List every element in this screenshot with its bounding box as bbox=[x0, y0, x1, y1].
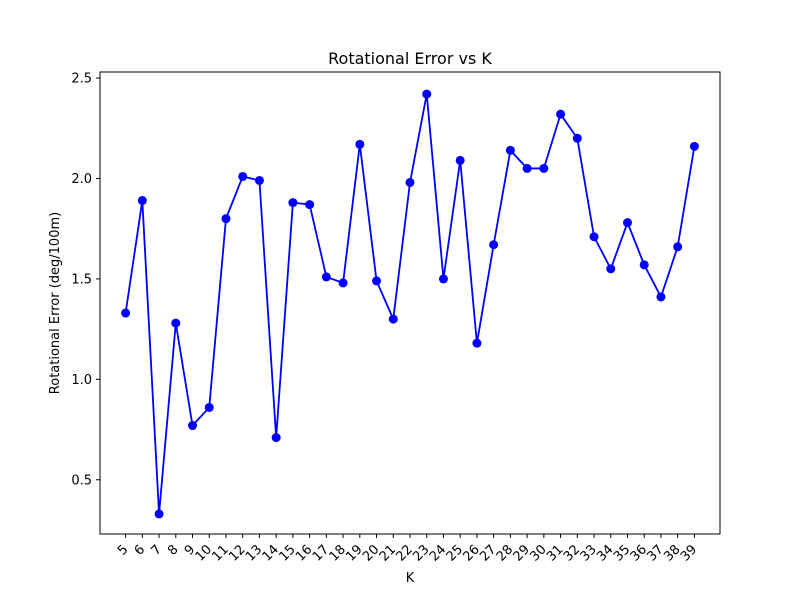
data-point bbox=[204, 402, 214, 412]
data-points bbox=[121, 89, 699, 519]
data-point bbox=[589, 232, 599, 242]
data-point bbox=[422, 89, 432, 99]
x-axis-label: K bbox=[406, 571, 415, 586]
data-point bbox=[673, 242, 683, 252]
data-point bbox=[689, 141, 699, 151]
data-point bbox=[137, 196, 147, 206]
data-point bbox=[656, 292, 666, 302]
data-point bbox=[388, 314, 398, 324]
data-point bbox=[572, 133, 582, 143]
data-point bbox=[489, 240, 499, 250]
data-point bbox=[505, 145, 515, 155]
data-point bbox=[539, 163, 549, 173]
data-point bbox=[271, 433, 281, 443]
data-point bbox=[338, 278, 348, 288]
data-point bbox=[438, 274, 448, 284]
data-point bbox=[639, 260, 649, 270]
y-tick-label: 1.0 bbox=[71, 373, 92, 388]
data-point bbox=[188, 421, 198, 431]
data-point bbox=[622, 218, 632, 228]
data-point bbox=[405, 177, 415, 187]
data-point bbox=[154, 509, 164, 519]
y-axis: 0.5 1.0 1.5 2.0 2.5 bbox=[71, 72, 100, 488]
data-point bbox=[522, 163, 532, 173]
data-point bbox=[355, 139, 365, 149]
y-tick-label: 2.0 bbox=[71, 172, 92, 187]
data-point bbox=[455, 155, 465, 165]
y-tick-label: 0.5 bbox=[71, 473, 92, 488]
data-point bbox=[372, 276, 382, 286]
data-point bbox=[556, 109, 566, 119]
data-point bbox=[606, 264, 616, 274]
data-point bbox=[305, 200, 315, 210]
chart-title: Rotational Error vs K bbox=[328, 49, 492, 68]
y-tick-label: 2.5 bbox=[71, 72, 92, 87]
data-point bbox=[254, 175, 264, 185]
data-point bbox=[238, 171, 248, 181]
data-point bbox=[121, 308, 131, 318]
data-point bbox=[321, 272, 331, 282]
data-point bbox=[472, 338, 482, 348]
data-point bbox=[221, 214, 231, 224]
data-point bbox=[288, 198, 298, 208]
data-point bbox=[171, 318, 181, 328]
y-tick-label: 1.5 bbox=[71, 272, 92, 287]
y-axis-label: Rotational Error (deg/100m) bbox=[48, 212, 63, 394]
